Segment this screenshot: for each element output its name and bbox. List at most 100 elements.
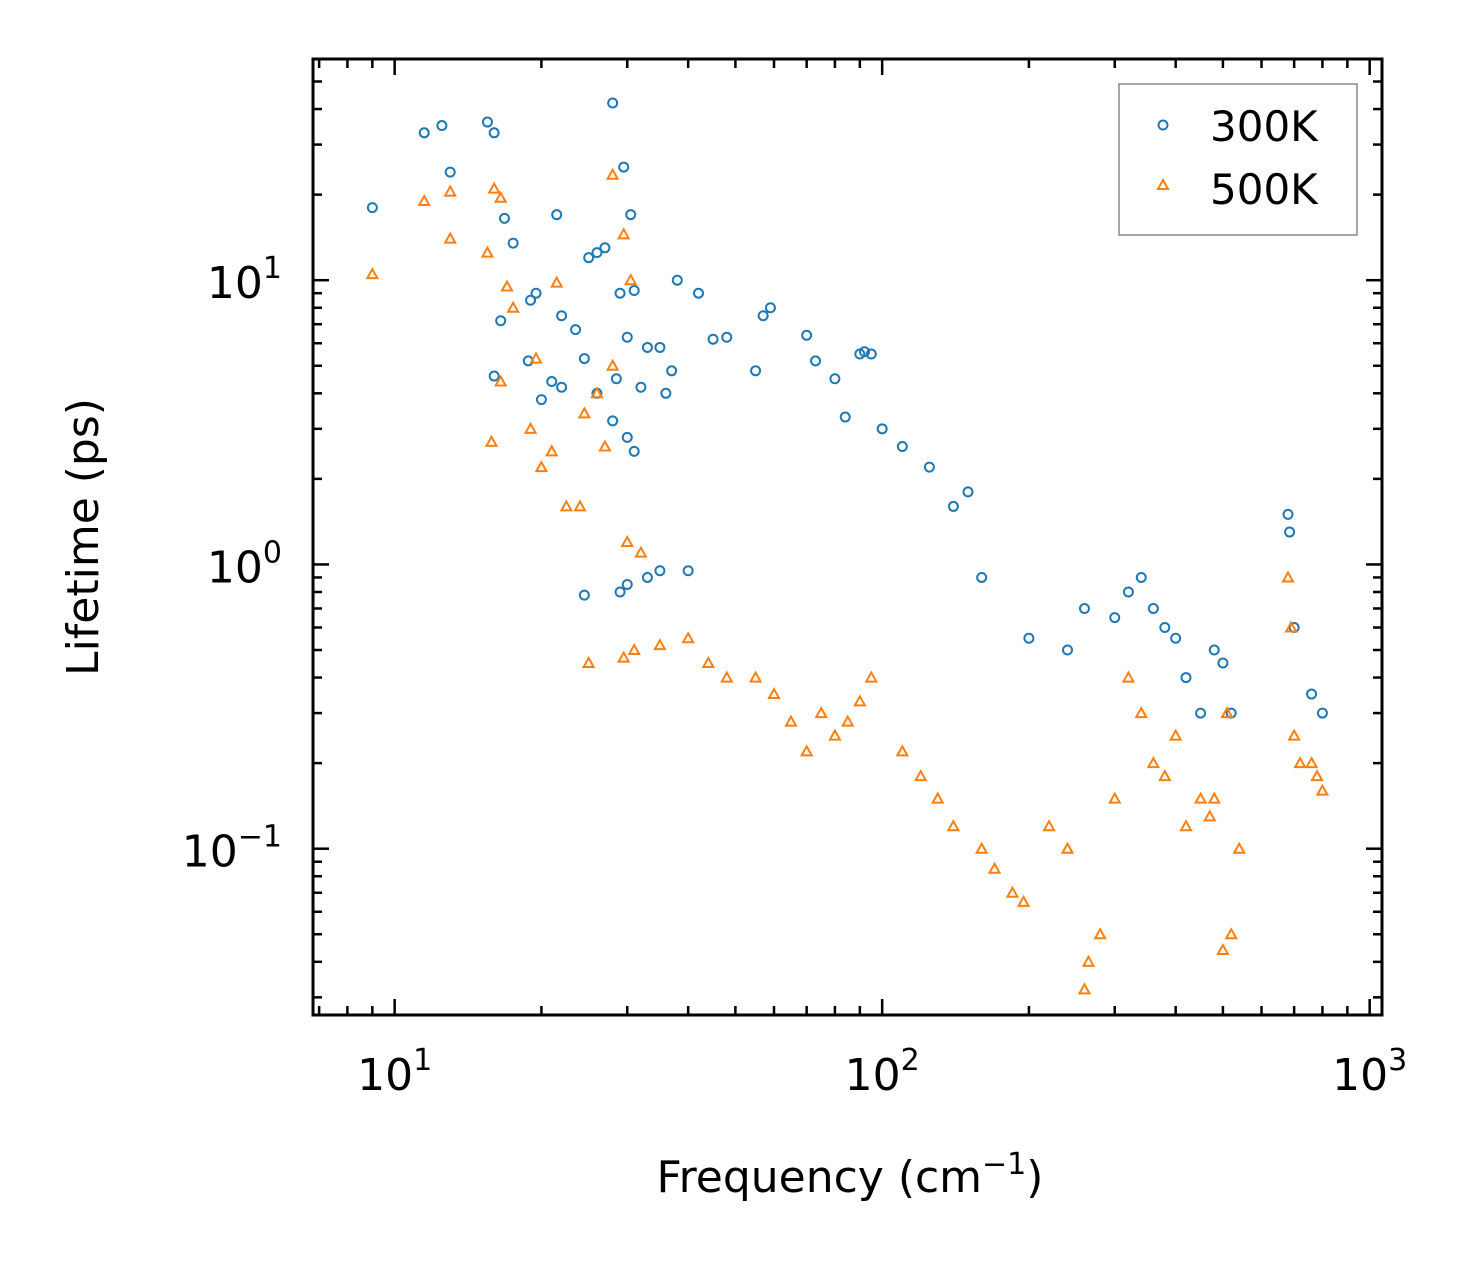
data-point-500K: [365, 267, 380, 280]
data-point-300K: [607, 97, 619, 109]
data-point-300K: [614, 287, 626, 299]
legend: 300K 500K: [1118, 83, 1358, 236]
data-point-500K: [987, 861, 1002, 874]
data-point-300K: [610, 373, 622, 385]
data-point-300K: [570, 324, 582, 336]
data-point-500K: [620, 534, 634, 547]
x-axis-label: Frequency (cm−1): [657, 1147, 1044, 1203]
data-point-300K: [707, 333, 719, 345]
data-point-500K: [616, 227, 631, 240]
data-point-500K: [1281, 570, 1295, 583]
data-point-500K: [484, 434, 499, 447]
data-point-300K: [625, 209, 637, 221]
tick-labels: 101 102 103 10−1 100 101: [182, 251, 1407, 1101]
data-point-500K: [493, 190, 508, 203]
data-point-500K: [1304, 756, 1319, 769]
data-point-300K: [621, 431, 633, 443]
data-point-500K: [1287, 728, 1301, 741]
data-point-300K: [614, 586, 626, 598]
data-point-500K: [1203, 809, 1217, 822]
data-point-500K: [443, 184, 457, 197]
data-point-300K: [654, 565, 666, 577]
data-point-500K: [1093, 927, 1107, 940]
x-axis-label-main: Frequency (cm: [657, 1152, 983, 1203]
data-point-300K: [1159, 622, 1171, 634]
data-point-300K: [1135, 571, 1147, 583]
data-point-300K: [436, 120, 448, 132]
data-point-300K: [839, 411, 851, 423]
legend-500K-marker: [1156, 177, 1170, 190]
data-point-300K: [671, 274, 683, 286]
data-point-300K: [488, 370, 500, 382]
data-point-300K: [1195, 707, 1207, 719]
data-point-300K: [635, 381, 647, 393]
y-tick-label: 100: [207, 535, 282, 593]
data-point-300K: [556, 381, 568, 393]
data-point-300K: [1208, 644, 1220, 656]
data-point-300K: [488, 127, 500, 139]
data-point-500K: [627, 642, 641, 656]
data-point-300K: [865, 348, 877, 360]
data-point-300K: [1147, 602, 1159, 614]
data-point-300K: [1180, 672, 1192, 684]
data-point-500K: [828, 728, 842, 741]
data-point-500K: [577, 406, 592, 419]
data-point-300K: [1023, 632, 1035, 644]
data-point-500K: [1179, 819, 1193, 832]
legend-box: [1118, 83, 1358, 236]
data-point-500K: [748, 670, 763, 683]
legend-500K-label: 500K: [1210, 165, 1319, 214]
data-point-500K: [853, 694, 867, 707]
data-point-500K: [1081, 954, 1096, 967]
data-point-500K: [534, 460, 549, 473]
data-point-500K: [1060, 841, 1075, 854]
data-point-500K: [1168, 728, 1183, 741]
data-point-300K: [578, 353, 590, 365]
y-tick-label: 101: [207, 251, 282, 309]
x-tick-label: 101: [357, 1043, 432, 1101]
data-point-500K: [1005, 885, 1020, 898]
data-point-300K: [556, 310, 568, 322]
data-point-500K: [914, 769, 928, 782]
data-point-300K: [1306, 688, 1318, 700]
data-point-500K: [720, 670, 734, 683]
data-point-500K: [559, 499, 574, 512]
data-point-500K: [895, 744, 910, 757]
data-point-300K: [1217, 657, 1229, 669]
data-point-300K: [923, 461, 935, 473]
data-point-300K: [628, 284, 640, 296]
data-point-300K: [682, 565, 694, 577]
data-point-300K: [481, 116, 493, 128]
series-300K-points: [366, 97, 1328, 719]
data-point-300K: [525, 294, 537, 306]
data-point-300K: [628, 445, 640, 457]
data-point-500K: [590, 386, 604, 399]
data-point-500K: [573, 499, 587, 512]
data-point-500K: [480, 245, 495, 258]
data-point-300K: [607, 415, 619, 427]
data-point-300K: [546, 376, 558, 388]
data-point-500K: [1193, 791, 1208, 804]
data-point-300K: [810, 355, 822, 367]
plot-frame: [311, 57, 1384, 1017]
x-tick-label: 103: [1332, 1043, 1407, 1101]
x-axis-label-tail: ): [1026, 1152, 1043, 1203]
data-point-500K: [1232, 841, 1246, 854]
data-point-300K: [1062, 644, 1074, 656]
data-point-300K: [757, 310, 769, 322]
data-point-500K: [1207, 791, 1221, 804]
data-point-300K: [578, 589, 590, 601]
data-point-300K: [876, 423, 888, 435]
data-point-500K: [616, 650, 631, 663]
data-point-300K: [583, 252, 595, 264]
data-point-500K: [1146, 756, 1161, 769]
data-point-300K: [621, 331, 633, 343]
data-point-300K: [418, 127, 430, 139]
data-point-300K: [859, 346, 871, 358]
data-point-500K: [946, 819, 961, 832]
data-point-300K: [498, 212, 510, 224]
data-point-500K: [487, 181, 501, 194]
data-point-300K: [896, 440, 908, 452]
data-point-500K: [634, 545, 648, 558]
